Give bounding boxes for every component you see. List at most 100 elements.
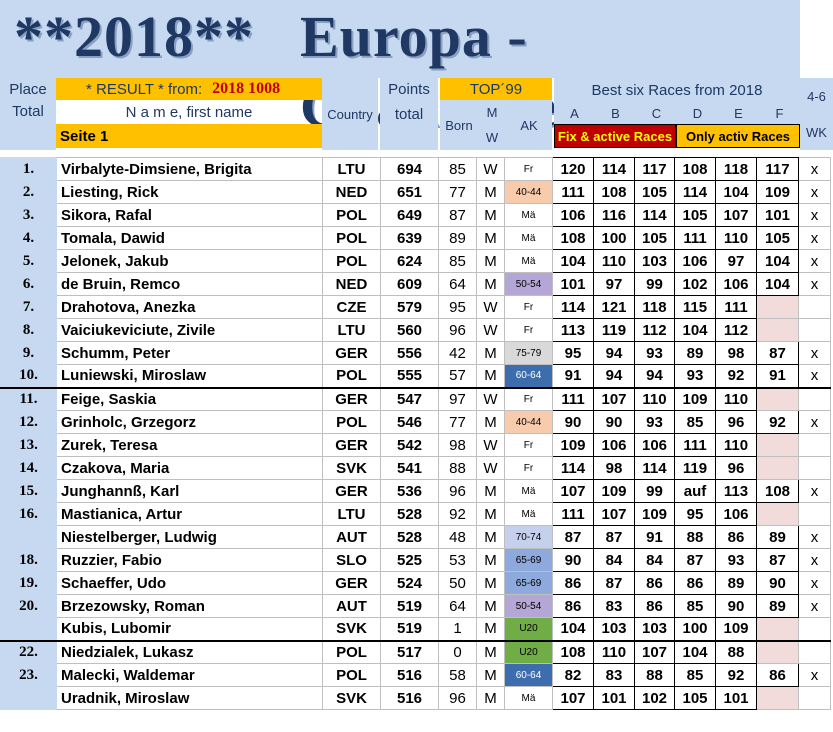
table-row: 11. Feige, Saskia GER 547 97 W Fr 111 107 110 109 1…	[0, 386, 831, 411]
country-cell: NED	[322, 272, 381, 296]
born-cell: 57	[438, 364, 477, 388]
race-d-cell: 119	[674, 456, 716, 480]
race-d-cell: 111	[674, 226, 716, 250]
race-f-cell: 87	[756, 548, 799, 572]
points-cell: 528	[380, 502, 439, 526]
gender-cell: M	[476, 594, 505, 618]
title-year: **2018**	[14, 4, 254, 69]
wk-cell: x	[798, 180, 831, 204]
race-c-cell: 106	[634, 433, 675, 457]
points-cell: 524	[380, 571, 439, 595]
wk-cell: x	[798, 571, 831, 595]
name-cell: Drahotova, Anezka	[56, 295, 323, 319]
race-c-cell: 102	[634, 686, 675, 710]
race-e-cell: 112	[715, 318, 757, 342]
name-cell: Zurek, Teresa	[56, 433, 323, 457]
wk-cell: x	[798, 157, 831, 181]
race-a-cell: 114	[552, 456, 594, 480]
wk-cell: x	[798, 203, 831, 227]
race-e-cell: 118	[715, 157, 757, 181]
result-date: 2018 1008	[212, 80, 281, 97]
gender-cell: M	[476, 525, 505, 549]
wk-cell	[798, 295, 831, 319]
ak-header: AK	[506, 100, 552, 150]
race-d-cell: 114	[674, 180, 716, 204]
race-letter-d: D	[677, 102, 718, 124]
name-cell: Malecki, Waldemar	[56, 663, 323, 687]
place-cell: 14.	[0, 456, 57, 480]
table-row: 5. Jelonek, Jakub POL 624 85 M Mä 104 110 103 106 9…	[0, 249, 831, 273]
age-class-cell: Mä	[504, 203, 553, 227]
race-b-cell: 110	[593, 639, 635, 664]
country-cell: POL	[322, 663, 381, 687]
race-e-cell: 110	[715, 386, 757, 411]
race-b-cell: 84	[593, 548, 635, 572]
race-f-cell: 117	[756, 157, 799, 181]
age-class-cell: U20	[504, 617, 553, 641]
age-class-cell: Fr	[504, 295, 553, 319]
gender-cell: W	[476, 318, 505, 342]
race-c-cell: 88	[634, 663, 675, 687]
race-c-cell: 103	[634, 249, 675, 273]
name-cell: Uradnik, Miroslaw	[56, 686, 323, 710]
points-cell: 624	[380, 249, 439, 273]
race-b-cell: 90	[593, 410, 635, 434]
race-e-cell: 93	[715, 548, 757, 572]
table-row: 16. Mastianica, Artur LTU 528 92 M Mä 111 107 109…	[0, 502, 831, 526]
race-letter-f: F	[759, 102, 800, 124]
race-a-cell: 101	[552, 272, 594, 296]
country-cell: POL	[322, 639, 381, 664]
wk-cell	[798, 617, 831, 641]
points-header: Points	[380, 78, 438, 100]
age-class-cell: 75-79	[504, 341, 553, 365]
race-d-cell: 85	[674, 410, 716, 434]
gender-cell: W	[476, 386, 505, 411]
race-e-cell: 113	[715, 479, 757, 503]
total-header: Total	[0, 100, 56, 122]
born-cell: 97	[438, 386, 477, 411]
born-cell: 96	[438, 686, 477, 710]
name-cell: Vaiciukeviciute, Zivile	[56, 318, 323, 342]
race-d-cell: 108	[674, 157, 716, 181]
place-header: Place	[0, 78, 56, 100]
race-e-cell: 86	[715, 525, 757, 549]
race-e-cell: 109	[715, 617, 757, 641]
age-class-cell: Mä	[504, 479, 553, 503]
race-c-cell: 86	[634, 594, 675, 618]
points-cell: 546	[380, 410, 439, 434]
race-c-cell: 86	[634, 571, 675, 595]
country-cell: POL	[322, 249, 381, 273]
points-cell: 536	[380, 479, 439, 503]
born-cell: 50	[438, 571, 477, 595]
gender-cell: M	[476, 249, 505, 273]
age-class-cell: Fr	[504, 157, 553, 181]
born-header: Born	[440, 100, 478, 150]
race-b-cell: 98	[593, 456, 635, 480]
name-cell: Grinholc, Grzegorz	[56, 410, 323, 434]
race-e-cell: 92	[715, 364, 757, 388]
place-cell: 6.	[0, 272, 57, 296]
race-c-cell: 94	[634, 364, 675, 388]
name-cell: Feige, Saskia	[56, 386, 323, 411]
age-class-cell: Mä	[504, 502, 553, 526]
table-row: 6. de Bruin, Remco NED 609 64 M 50-54 101 97 99 10…	[0, 272, 831, 296]
gender-cell: M	[476, 272, 505, 296]
country-cell: SVK	[322, 456, 381, 480]
race-f-cell: 108	[756, 479, 799, 503]
race-b-cell: 110	[593, 249, 635, 273]
result-banner: * RESULT * from: 2018 1008	[56, 78, 322, 100]
race-b-cell: 100	[593, 226, 635, 250]
race-b-cell: 87	[593, 525, 635, 549]
table-row: 23. Malecki, Waldemar POL 516 58 M 60-64 82 83 88…	[0, 663, 831, 687]
gender-cell: M	[476, 203, 505, 227]
race-b-cell: 107	[593, 502, 635, 526]
top-header: TOP´99	[440, 78, 552, 100]
country-cell: GER	[322, 571, 381, 595]
race-c-cell: 105	[634, 226, 675, 250]
wk-cell	[798, 318, 831, 342]
name-cell: de Bruin, Remco	[56, 272, 323, 296]
race-b-cell: 116	[593, 203, 635, 227]
age-class-cell: 60-64	[504, 364, 553, 388]
points-cell: 519	[380, 617, 439, 641]
place-cell	[0, 686, 57, 710]
